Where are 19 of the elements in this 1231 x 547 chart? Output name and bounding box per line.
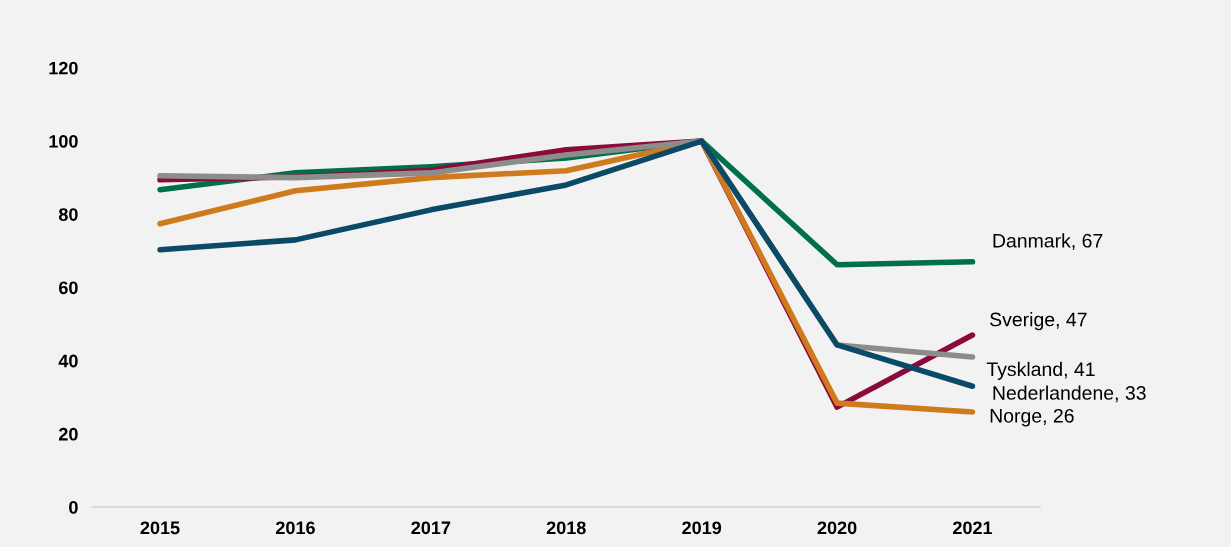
y-tick-label: 40 — [58, 354, 78, 368]
y-tick-label: 80 — [58, 208, 78, 221]
y-tick-label: 120 — [49, 61, 78, 75]
annotation: Tyskland, 41 — [986, 361, 1095, 380]
annotation: Sverige, 47 — [990, 312, 1087, 331]
annotation: Norge, 26 — [990, 408, 1074, 427]
x-tick-label: 2020 — [817, 521, 857, 535]
x-tick-label: 2015 — [140, 521, 180, 535]
x-tick-label: 2018 — [546, 521, 586, 535]
y-tick-label: 20 — [58, 427, 78, 441]
annotation: Danmark, 67 — [993, 233, 1103, 250]
y-tick-label: 100 — [49, 134, 78, 148]
y-tick-label: 0 — [69, 501, 78, 514]
x-tick-label: 2021 — [953, 521, 993, 535]
x-tick-label: 2016 — [275, 521, 315, 535]
y-tick-label: 60 — [59, 281, 78, 295]
x-tick-label: 2017 — [411, 521, 451, 535]
x-tick-label: 2019 — [682, 521, 722, 535]
annotation: Nederlandene, 33 — [993, 385, 1146, 403]
